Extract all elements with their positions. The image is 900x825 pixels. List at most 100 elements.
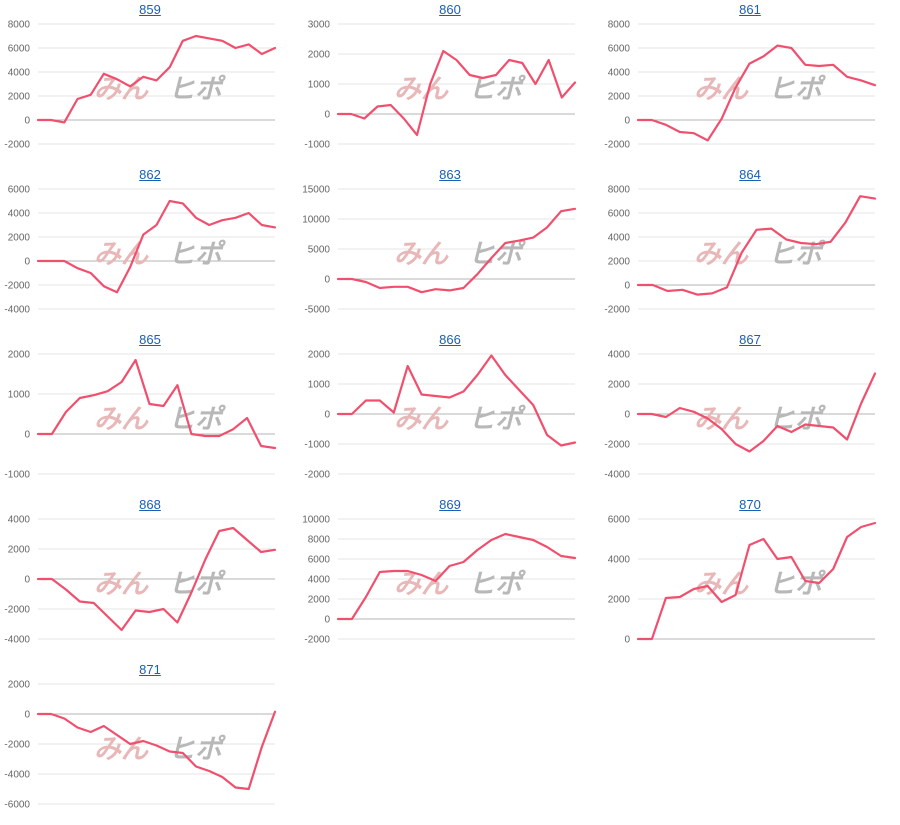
y-tick-label: 2000 (8, 92, 31, 103)
series-line (636, 44, 877, 142)
y-tick-label: 4000 (608, 233, 631, 244)
series-line (36, 526, 277, 632)
y-tick-label: -2000 (4, 605, 30, 616)
series-line (336, 207, 577, 294)
chart-panel: 861 8000 6000 4000 2000 0 -2000 みん ヒポ (600, 0, 900, 165)
chart-title-link[interactable]: 871 (139, 662, 161, 677)
y-tick-label: 1000 (308, 380, 331, 391)
series-line (636, 195, 877, 296)
y-tick-label: 2000 (608, 595, 631, 606)
series-line (36, 710, 277, 791)
y-tick-label: 0 (24, 257, 30, 268)
watermark-logo-left: みん (694, 569, 749, 600)
y-tick-label: 8000 (8, 20, 31, 31)
chart-panel: 868 4000 2000 0 -2000 -4000 みん ヒポ (0, 495, 300, 660)
line-chart: 15000 10000 5000 0 -5000 みん ヒポ (302, 185, 577, 316)
chart-title-link[interactable]: 861 (739, 2, 761, 17)
chart-title-link[interactable]: 864 (739, 167, 761, 182)
chart-title-link[interactable]: 866 (439, 332, 461, 347)
series-line (36, 358, 277, 450)
y-tick-label: 0 (24, 116, 30, 127)
y-tick-label: 3000 (308, 20, 331, 31)
watermark-logo-left: みん (394, 569, 449, 600)
watermark-logo-right: ヒポ (468, 74, 526, 105)
y-tick-label: -1000 (4, 470, 30, 481)
watermark-logo-right: ヒポ (768, 569, 826, 600)
series-line (36, 34, 277, 124)
chart-title-link[interactable]: 862 (139, 167, 161, 182)
chart-panel: 865 2000 1000 0 -1000 みん ヒポ (0, 330, 300, 495)
y-tick-label: -2000 (4, 140, 30, 151)
watermark-logo-right: ヒポ (768, 404, 826, 435)
chart-title-link[interactable]: 859 (139, 2, 161, 17)
y-tick-label: -1000 (304, 440, 330, 451)
y-tick-label: 2000 (608, 380, 631, 391)
chart-title-link[interactable]: 863 (439, 167, 461, 182)
chart-panel: 860 3000 2000 1000 0 -1000 みん ヒポ (300, 0, 600, 165)
watermark-logo-right: ヒポ (168, 569, 226, 600)
chart-panel: 870 6000 4000 2000 0 みん ヒポ (600, 495, 900, 660)
y-tick-label: 6000 (608, 209, 631, 220)
watermark-logo-left: みん (394, 404, 449, 435)
line-chart: 10000 8000 6000 4000 2000 0 -2000 みん ヒポ (302, 515, 577, 646)
y-tick-label: -2000 (4, 281, 30, 292)
watermark-logo-right: ヒポ (468, 239, 526, 270)
y-tick-label: -6000 (4, 800, 30, 811)
y-tick-label: 1000 (8, 390, 31, 401)
y-tick-label: 0 (324, 615, 330, 626)
line-chart: 6000 4000 2000 0 みん ヒポ (608, 515, 877, 646)
y-tick-label: -2000 (304, 470, 330, 481)
y-tick-label: -2000 (4, 740, 30, 751)
line-chart: 4000 2000 0 -2000 -4000 みん ヒポ (4, 515, 277, 646)
chart-title-link[interactable]: 868 (139, 497, 161, 512)
y-tick-label: -2000 (604, 305, 630, 316)
y-tick-label: 2000 (608, 257, 631, 268)
y-tick-label: 6000 (608, 44, 631, 55)
y-tick-label: 1000 (308, 80, 331, 91)
watermark-logo-left: みん (94, 404, 149, 435)
y-tick-label: 0 (24, 575, 30, 586)
series-line (336, 354, 577, 447)
y-tick-label: 0 (624, 116, 630, 127)
chart-title-link[interactable]: 865 (139, 332, 161, 347)
y-tick-label: 0 (624, 281, 630, 292)
y-tick-label: 4000 (8, 515, 31, 526)
y-tick-label: 0 (24, 710, 30, 721)
y-tick-label: 4000 (608, 350, 631, 361)
y-tick-label: 2000 (308, 595, 331, 606)
y-tick-label: 6000 (8, 185, 31, 196)
y-tick-label: 2000 (8, 233, 31, 244)
chart-title-link[interactable]: 867 (739, 332, 761, 347)
y-tick-label: -4000 (4, 770, 30, 781)
chart-title-link[interactable]: 870 (739, 497, 761, 512)
y-tick-label: 2000 (8, 545, 31, 556)
watermark-logo-right: ヒポ (768, 74, 826, 105)
y-tick-label: -2000 (304, 635, 330, 646)
y-tick-label: 0 (624, 410, 630, 421)
series-line (636, 521, 877, 641)
y-tick-label: -1000 (304, 140, 330, 151)
watermark-logo-left: みん (394, 74, 449, 105)
series-line (336, 49, 577, 137)
chart-panel: 871 2000 0 -2000 -4000 -6000 みん ヒポ (0, 660, 300, 825)
y-tick-label: 2000 (308, 50, 331, 61)
y-tick-label: 2000 (308, 350, 331, 361)
watermark-logo-right: ヒポ (168, 404, 226, 435)
y-tick-label: 2000 (608, 92, 631, 103)
y-tick-label: 2000 (8, 680, 31, 691)
y-tick-label: 15000 (302, 185, 330, 196)
watermark-logo-right: ヒポ (468, 569, 526, 600)
chart-panel: 866 2000 1000 0 -1000 -2000 みん ヒポ (300, 330, 600, 495)
watermark-logo-right: ヒポ (168, 74, 226, 105)
chart-title-link[interactable]: 860 (439, 2, 461, 17)
y-tick-label: 8000 (608, 185, 631, 196)
chart-title-link[interactable]: 869 (439, 497, 461, 512)
y-tick-label: 0 (624, 635, 630, 646)
chart-panel: 867 4000 2000 0 -2000 -4000 みん ヒポ (600, 330, 900, 495)
watermark-logo-right: ヒポ (468, 404, 526, 435)
watermark-logo-left: みん (94, 569, 149, 600)
